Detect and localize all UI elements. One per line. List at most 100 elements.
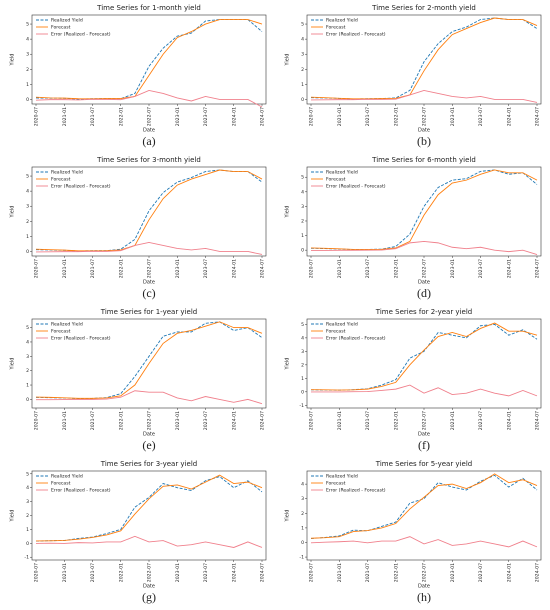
chart-title: Time Series for 1-year yield	[100, 308, 197, 316]
x-tick-label: 2023-01	[175, 259, 181, 278]
x-tick-label: 2021-07	[90, 563, 96, 582]
x-tick-label: 2023-01	[175, 107, 181, 126]
y-tick-label: 1	[26, 527, 29, 533]
y-tick-label: 5	[301, 22, 304, 28]
x-tick-label: 2023-07	[478, 563, 484, 582]
caption: (c)	[142, 286, 155, 300]
legend-label: Forecast	[51, 481, 71, 487]
y-tick-label: 3	[301, 204, 304, 210]
y-tick-label: 1	[26, 82, 29, 88]
y-tick-label: 2	[301, 218, 304, 224]
y-tick-label: 4	[26, 485, 29, 491]
y-axis-label: Yield	[285, 510, 291, 523]
y-tick-label: -1	[24, 555, 29, 561]
caption: (h)	[417, 590, 431, 604]
y-tick-label: 2	[301, 67, 304, 73]
series-line	[310, 17, 538, 100]
chart-title: Time Series for 6-month yield	[371, 156, 476, 164]
x-tick-label: 2024-07	[535, 411, 541, 430]
y-tick-label: 0	[26, 97, 29, 103]
y-tick-label: 4	[301, 482, 304, 488]
x-tick-label: 2021-01	[62, 259, 68, 278]
y-tick-label: 4	[26, 189, 29, 195]
x-tick-label: 2022-01	[393, 411, 399, 430]
x-tick-label: 2023-01	[450, 563, 456, 582]
x-tick-label: 2024-01	[506, 563, 512, 582]
series-line	[310, 322, 538, 391]
y-tick-label: -1	[299, 403, 304, 409]
legend-label: Error (Realized - Forecast)	[51, 184, 111, 190]
series-line	[311, 384, 538, 397]
legend-label: Error (Realized - Forecast)	[51, 488, 111, 494]
x-tick-label: 2022-07	[147, 411, 153, 430]
legend-label: Error (Realized - Forecast)	[326, 32, 386, 38]
legend-label: Realized Yield	[51, 18, 83, 24]
x-tick-label: 2021-01	[62, 563, 68, 582]
y-tick-label: 3	[301, 52, 304, 58]
x-tick-label: 2021-01	[337, 563, 343, 582]
y-tick-label: -1	[299, 555, 304, 561]
y-tick-label: 1	[301, 376, 304, 382]
panel: Time Series for 3-month yield 0 1 2 3 4 5 2020-…	[10, 156, 267, 300]
y-tick-label: 5	[301, 175, 304, 181]
chart-title: Time Series for 2-month yield	[371, 4, 476, 12]
chart-title: Time Series for 2-year yield	[375, 308, 472, 316]
x-tick-label: 2023-07	[478, 411, 484, 430]
x-tick-label: 2020-07	[34, 259, 40, 278]
x-tick-label: 2022-07	[422, 259, 428, 278]
series-line	[310, 169, 538, 250]
x-axis-label: Date	[143, 280, 155, 286]
y-tick-label: 0	[26, 397, 29, 403]
legend-label: Forecast	[51, 177, 71, 183]
x-tick-label: 2022-07	[147, 563, 153, 582]
y-tick-label: 1	[26, 383, 29, 389]
y-axis-label: Yield	[10, 358, 16, 371]
x-tick-label: 2021-07	[365, 563, 371, 582]
series-line	[35, 19, 263, 100]
y-tick-label: 5	[26, 174, 29, 180]
x-axis-label: Date	[143, 128, 155, 134]
series-line	[35, 321, 263, 399]
y-tick-label: 2	[26, 513, 29, 519]
chart-title: Time Series for 1-month yield	[96, 4, 201, 12]
series-line	[310, 474, 538, 539]
y-tick-label: 4	[301, 37, 304, 43]
x-tick-label: 2021-01	[62, 107, 68, 126]
x-tick-label: 2021-07	[90, 259, 96, 278]
legend-label: Realized Yield	[326, 170, 358, 176]
x-tick-label: 2021-01	[62, 411, 68, 430]
x-axis-label: Date	[418, 584, 430, 590]
legend-label: Realized Yield	[326, 474, 358, 480]
series-line	[310, 473, 538, 539]
y-tick-label: 1	[26, 234, 29, 240]
y-tick-label: 2	[301, 362, 304, 368]
y-tick-label: 4	[26, 339, 29, 345]
series-line	[35, 474, 263, 542]
x-tick-label: 2021-07	[365, 107, 371, 126]
x-axis-label: Date	[143, 432, 155, 438]
series-line	[311, 240, 538, 255]
x-tick-label: 2024-01	[506, 107, 512, 126]
x-tick-label: 2020-07	[309, 259, 315, 278]
x-tick-label: 2023-07	[203, 259, 209, 278]
x-tick-label: 2024-07	[535, 563, 541, 582]
panel: Time Series for 6-month yield 0 1 2 3 4 5 2020-…	[285, 156, 542, 300]
x-tick-label: 2023-01	[450, 411, 456, 430]
series-line	[36, 390, 263, 405]
y-tick-label: 0	[301, 97, 304, 103]
series-line	[310, 89, 538, 103]
y-tick-label: 5	[301, 322, 304, 328]
x-tick-label: 2021-01	[337, 411, 343, 430]
caption: (e)	[142, 438, 155, 452]
panel: Time Series for 2-month yield 0 1 2 3 4 5 2020-…	[285, 4, 542, 148]
x-tick-label: 2024-01	[231, 411, 237, 430]
x-tick-label: 2022-07	[422, 411, 428, 430]
y-tick-label: 4	[26, 37, 29, 43]
x-tick-label: 2022-07	[422, 107, 428, 126]
x-tick-label: 2024-07	[260, 411, 266, 430]
x-tick-label: 2020-07	[309, 411, 315, 430]
y-tick-label: 0	[26, 541, 29, 547]
y-axis-label: Yield	[285, 54, 291, 67]
y-tick-label: 0	[26, 249, 29, 255]
x-tick-label: 2021-07	[90, 411, 96, 430]
